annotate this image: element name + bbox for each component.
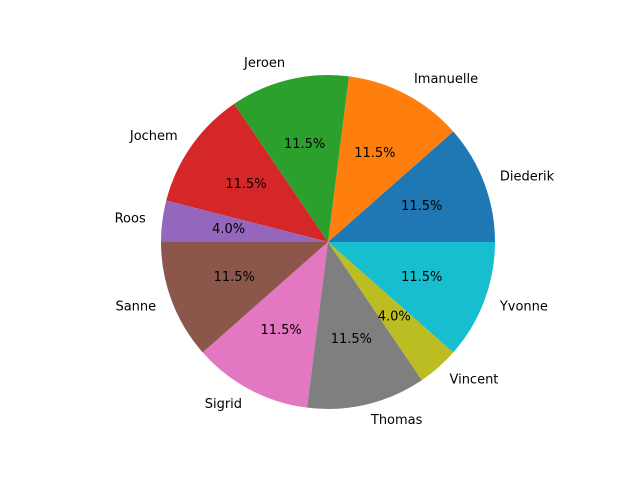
slice-label-imanuelle: Imanuelle [414, 72, 478, 87]
slice-label-vincent: Vincent [449, 372, 498, 387]
slice-label-roos: Roos [115, 211, 146, 226]
pie-slice-roos [161, 200, 328, 242]
slice-percent-jochem: 11.5% [225, 177, 266, 192]
pie-slice-yvonne [328, 242, 495, 353]
pie-slice-sanne [161, 242, 328, 353]
slice-label-diederik: Diederik [500, 170, 555, 185]
pie-slice-diederik [328, 131, 495, 242]
slice-percent-thomas: 11.5% [331, 332, 372, 347]
pie-slice-jeroen [234, 75, 349, 242]
slice-percent-sanne: 11.5% [214, 270, 255, 285]
slice-percent-vincent: 4.0% [378, 310, 411, 325]
slice-percent-roos: 4.0% [212, 222, 245, 237]
pie-slice-jochem [166, 103, 328, 242]
pie-slice-imanuelle [328, 76, 454, 242]
slice-percent-yvonne: 11.5% [401, 270, 442, 285]
slice-percent-sigrid: 11.5% [260, 323, 301, 338]
slice-percent-imanuelle: 11.5% [354, 146, 395, 161]
slice-label-sigrid: Sigrid [205, 397, 242, 412]
slice-percent-jeroen: 11.5% [284, 137, 325, 152]
slice-label-yvonne: Yvonne [499, 299, 548, 314]
slice-label-jochem: Jochem [129, 129, 178, 144]
slice-label-sanne: Sanne [115, 299, 156, 314]
pie-slice-vincent [328, 242, 454, 381]
pie-slice-thomas [307, 242, 422, 409]
slice-label-jeroen: Jeroen [243, 56, 285, 71]
pie-slice-sigrid [202, 242, 328, 408]
slice-percent-diederik: 11.5% [401, 199, 442, 214]
slice-label-thomas: Thomas [370, 413, 423, 428]
